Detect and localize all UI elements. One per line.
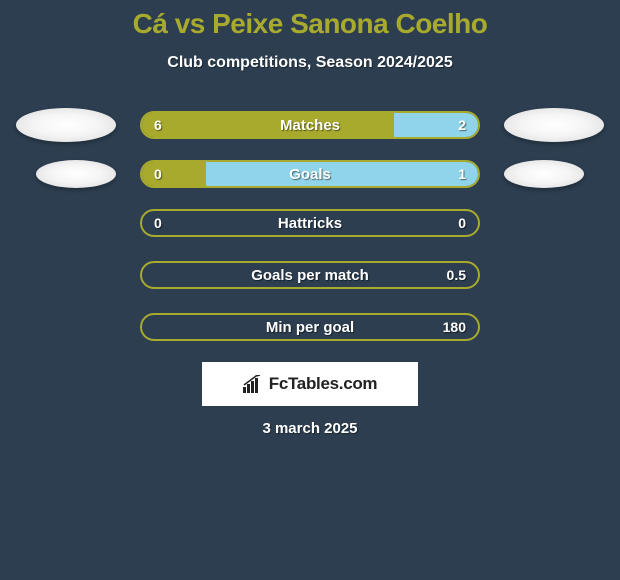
stat-row: Goals per match0.5 <box>0 258 620 292</box>
player-orb-left <box>16 108 116 142</box>
comparison-container: Cá vs Peixe Sanona Coelho Club competiti… <box>0 0 620 437</box>
stat-row: Hattricks0 0 <box>0 206 620 240</box>
stat-row: Goals0 1 <box>0 160 620 188</box>
stat-label: Min per goal <box>142 315 478 339</box>
stat-row: Min per goal180 <box>0 310 620 344</box>
brand-badge[interactable]: FcTables.com <box>202 362 418 406</box>
chart-icon <box>243 375 265 393</box>
player-orb-right <box>504 108 604 142</box>
stat-label: Hattricks <box>142 211 478 235</box>
stat-label: Goals <box>142 162 478 186</box>
player-orb-right <box>504 160 584 188</box>
stat-row: Matches6 2 <box>0 108 620 142</box>
stat-value-left: 6 <box>142 113 174 137</box>
stat-bar: Hattricks0 0 <box>140 209 480 237</box>
page-title: Cá vs Peixe Sanona Coelho <box>0 8 620 40</box>
stat-bar: Goals0 1 <box>140 160 480 188</box>
date-text: 3 march 2025 <box>0 420 620 437</box>
subtitle: Club competitions, Season 2024/2025 <box>0 54 620 72</box>
stat-label: Matches <box>142 113 478 137</box>
stat-value-right: 1 <box>446 162 478 186</box>
player-orb-left <box>36 160 116 188</box>
stat-value-left: 0 <box>142 211 174 235</box>
stat-label: Goals per match <box>142 263 478 287</box>
stat-bar: Matches6 2 <box>140 111 480 139</box>
stat-bar: Goals per match0.5 <box>140 261 480 289</box>
stat-rows: Matches62Goals01Hattricks00Goals per mat… <box>0 108 620 344</box>
stat-value-left <box>142 315 166 339</box>
stat-value-right: 0 <box>446 211 478 235</box>
brand-text: FcTables.com <box>269 374 378 394</box>
stat-value-right: 180 <box>431 315 478 339</box>
stat-bar: Min per goal180 <box>140 313 480 341</box>
stat-value-right: 0.5 <box>435 263 478 287</box>
stat-value-left <box>142 263 166 287</box>
stat-value-right: 2 <box>446 113 478 137</box>
stat-value-left: 0 <box>142 162 174 186</box>
